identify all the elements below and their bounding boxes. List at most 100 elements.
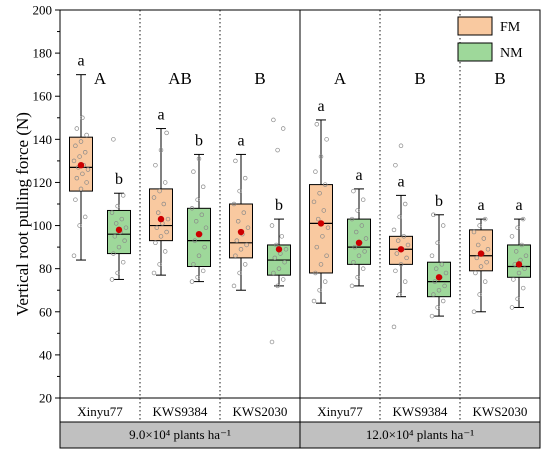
data-point xyxy=(477,292,482,297)
data-point xyxy=(193,218,199,224)
data-point xyxy=(515,296,520,302)
data-point xyxy=(77,223,82,228)
data-point xyxy=(311,298,317,304)
mean-marker xyxy=(115,226,123,234)
mean-marker xyxy=(515,261,523,268)
x-tick-label: KWS2030 xyxy=(473,404,528,419)
data-point xyxy=(282,259,287,265)
significance-letter: a xyxy=(355,167,362,184)
box-iqr xyxy=(149,188,173,242)
box-nm xyxy=(187,153,211,284)
data-point xyxy=(353,229,359,235)
data-point xyxy=(311,199,317,205)
data-point xyxy=(82,214,88,220)
data-point xyxy=(153,162,158,168)
data-point xyxy=(245,225,251,230)
y-tick-label: 160 xyxy=(33,89,53,104)
data-point xyxy=(164,130,169,136)
data-point xyxy=(315,216,321,222)
data-point xyxy=(123,225,129,230)
mean-marker xyxy=(77,162,85,169)
data-point xyxy=(116,244,122,250)
data-point xyxy=(509,305,515,310)
data-point xyxy=(429,313,435,319)
data-point xyxy=(351,188,356,194)
data-point xyxy=(80,115,85,121)
category-footer: Xinyu77 KWS9384 KWS2030 Xinyu77 KWS9384 KWS20… xyxy=(59,397,541,449)
data-point xyxy=(242,175,248,181)
data-point xyxy=(324,137,329,142)
data-point xyxy=(349,283,355,289)
significance-letter: a xyxy=(477,197,484,214)
data-point xyxy=(120,193,126,198)
data-point xyxy=(317,190,322,196)
data-point xyxy=(363,236,369,241)
category-separators xyxy=(139,10,461,448)
box-fm xyxy=(69,74,93,261)
data-point xyxy=(191,262,196,267)
y-tick-label: 40 xyxy=(39,347,52,362)
data-point xyxy=(477,223,482,228)
legend: FM NM xyxy=(457,16,523,62)
mean-marker xyxy=(275,246,283,253)
data-point xyxy=(482,279,488,284)
data-point xyxy=(405,242,411,248)
data-point xyxy=(237,270,242,276)
data-point xyxy=(115,203,120,209)
data-point xyxy=(280,126,286,131)
y-tick-label: 60 xyxy=(39,304,52,319)
data-point xyxy=(439,262,445,267)
x-tick-label: Xinyu77 xyxy=(317,404,363,419)
data-point xyxy=(158,234,164,239)
data-point xyxy=(109,210,115,215)
data-point xyxy=(241,210,247,215)
data-point xyxy=(404,255,409,261)
data-point xyxy=(233,253,238,258)
data-point xyxy=(161,201,167,207)
density-group-label: 9.0×10⁴ plants ha⁻¹ xyxy=(129,427,231,442)
box-nm xyxy=(347,188,371,289)
data-point xyxy=(401,234,407,239)
data-point xyxy=(355,275,360,280)
data-point xyxy=(360,266,366,271)
data-point xyxy=(157,262,162,267)
data-point xyxy=(402,279,408,284)
data-point xyxy=(162,249,168,254)
y-tick-label: 20 xyxy=(39,391,52,406)
data-point xyxy=(471,309,477,315)
data-point xyxy=(429,253,435,258)
data-point xyxy=(273,242,279,248)
data-point xyxy=(520,285,526,291)
cultivar-letter: A xyxy=(94,69,107,88)
box-fm xyxy=(469,216,493,315)
mean-marker xyxy=(195,230,203,238)
data-point xyxy=(442,283,447,289)
data-point xyxy=(78,186,84,192)
cultivar-letter: B xyxy=(414,69,425,88)
box-iqr xyxy=(187,207,211,268)
data-point xyxy=(74,126,80,131)
data-point xyxy=(474,255,480,261)
data-point xyxy=(164,229,169,235)
legend-swatch-fm xyxy=(457,16,493,36)
data-point xyxy=(269,223,275,228)
data-point xyxy=(111,137,116,142)
data-point xyxy=(515,225,520,230)
data-point xyxy=(71,158,77,164)
data-point xyxy=(352,244,358,250)
data-point xyxy=(443,270,449,276)
data-point xyxy=(202,244,207,250)
data-point xyxy=(115,270,120,276)
cultivar-letter: B xyxy=(254,69,265,88)
data-point xyxy=(433,266,439,271)
data-point xyxy=(440,223,446,228)
data-point xyxy=(516,270,522,276)
data-point xyxy=(397,292,402,297)
data-point xyxy=(275,147,280,153)
data-point xyxy=(440,298,446,304)
data-point xyxy=(351,259,356,265)
box-nm xyxy=(107,137,131,282)
box-nm xyxy=(267,117,291,345)
data-point xyxy=(162,180,168,185)
